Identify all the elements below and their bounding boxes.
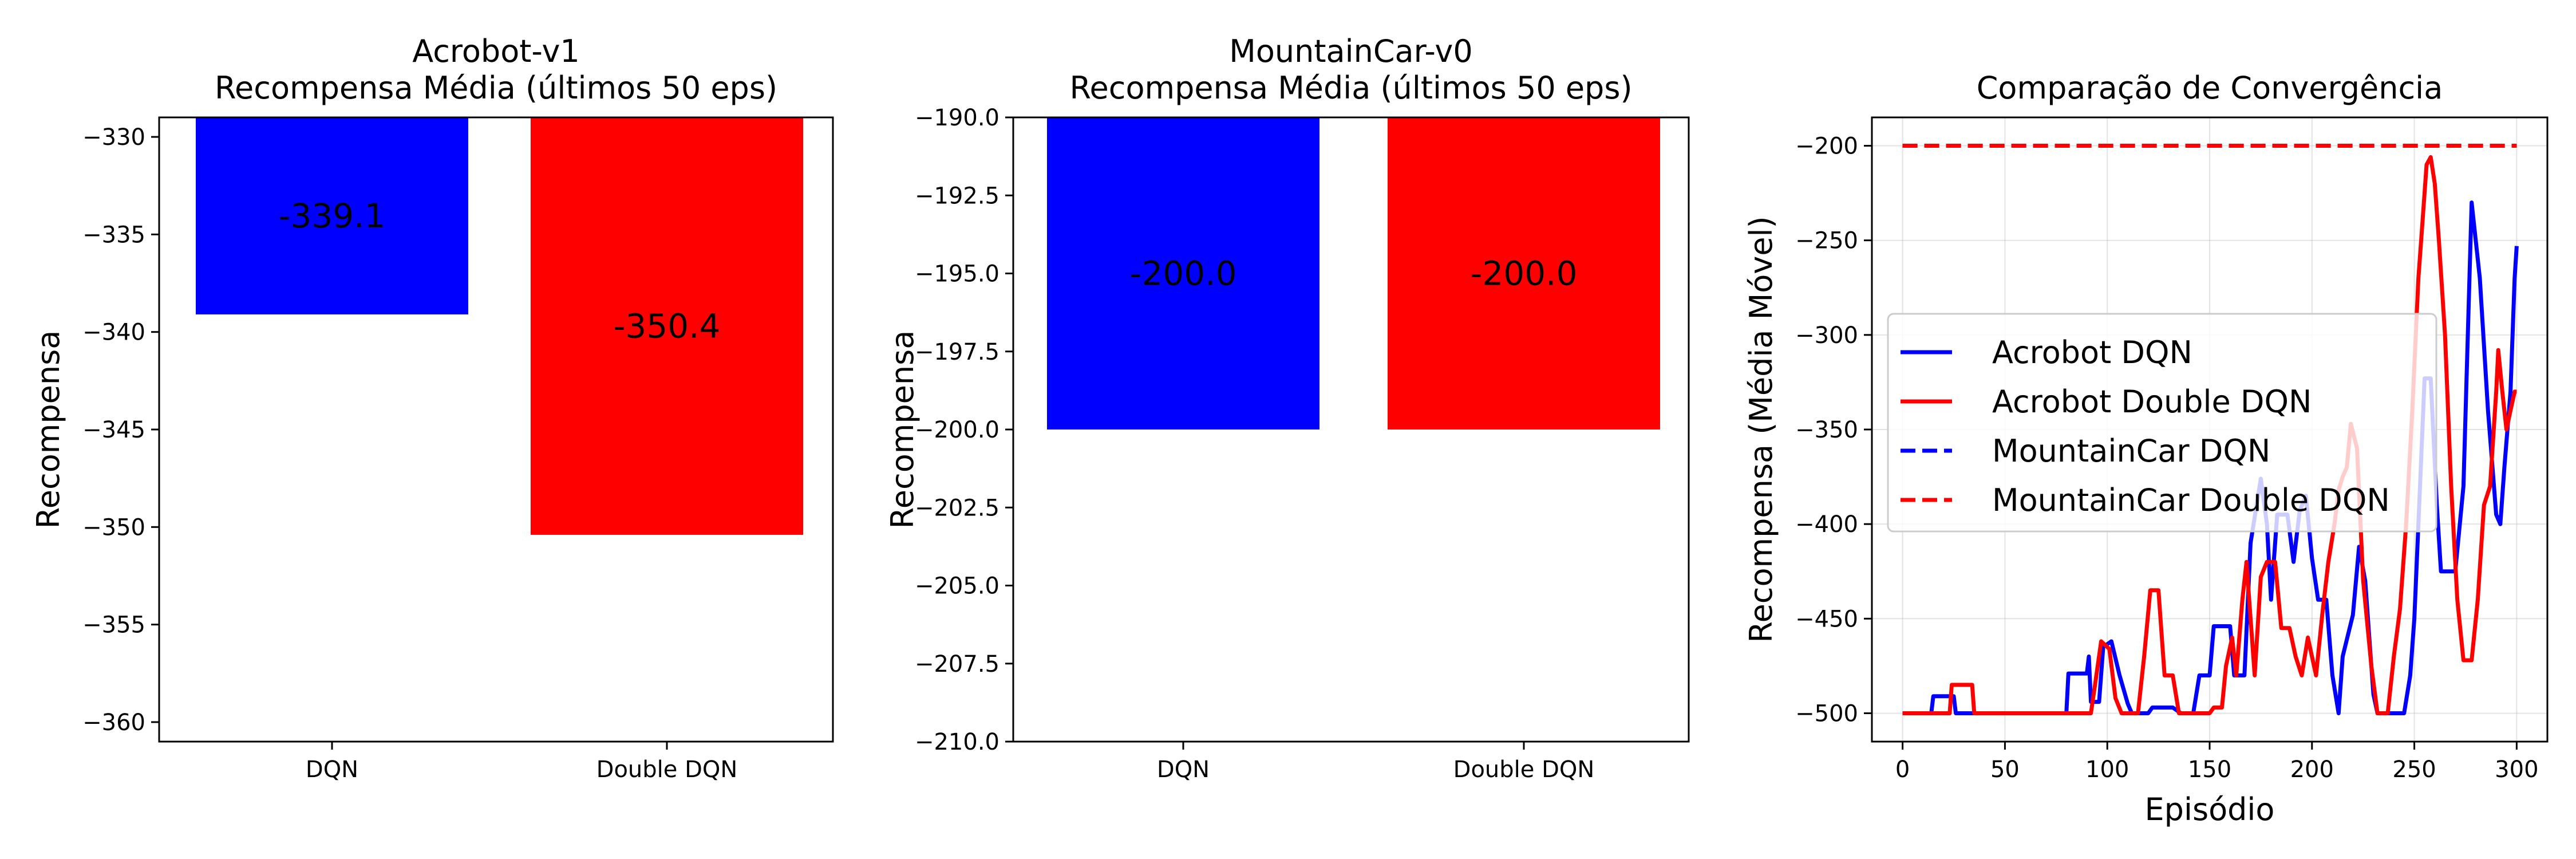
bar-value-label-1: -200.0 — [1471, 254, 1578, 293]
y-tick-label: −202.5 — [915, 495, 999, 521]
x-tick-label: 200 — [2290, 756, 2334, 783]
plot-frame — [158, 116, 834, 743]
x-tick-label: 0 — [1895, 756, 1910, 783]
x-tick-label: DQN — [1157, 756, 1210, 783]
y-tick-label: −192.5 — [915, 183, 999, 209]
y-tick-label: −195.0 — [915, 261, 999, 287]
y-axis-label: Recompensa — [30, 330, 66, 529]
y-tick-label: −250 — [1795, 228, 1858, 254]
x-axis-label: Episódio — [2145, 791, 2275, 828]
y-tick-label: −210.0 — [915, 729, 999, 755]
plot-frame — [1871, 116, 2549, 743]
bar-0 — [196, 117, 468, 315]
y-tick-label: −360 — [82, 710, 145, 736]
x-tick-label: 300 — [2495, 756, 2538, 783]
legend-label-2: MountainCar DQN — [1992, 433, 2270, 469]
bar-1 — [1388, 117, 1660, 430]
y-tick-label: −355 — [82, 612, 145, 639]
y-tick-label: −500 — [1795, 700, 1858, 727]
y-tick-label: −207.5 — [915, 651, 999, 677]
x-tick-label: 150 — [2188, 756, 2231, 783]
y-tick-label: −350 — [1795, 417, 1858, 443]
y-tick-label: −345 — [82, 417, 145, 443]
y-tick-label: −330 — [82, 124, 145, 151]
y-tick-label: −335 — [82, 222, 145, 248]
legend-box — [1887, 313, 2437, 533]
x-tick-label: Double DQN — [596, 756, 738, 783]
y-axis-label: Recompensa (Média Móvel) — [1743, 216, 1779, 643]
bar-0 — [1047, 117, 1319, 430]
series-line-1 — [1902, 155, 2517, 715]
x-tick-label: DQN — [306, 756, 358, 783]
chart-title-line2: Recompensa Média (últimos 50 eps) — [215, 70, 777, 106]
legend-label-0: Acrobot DQN — [1992, 334, 2192, 371]
chart-title-line2: Recompensa Média (últimos 50 eps) — [1069, 70, 1632, 106]
y-tick-label: −300 — [1795, 322, 1858, 349]
y-tick-label: −197.5 — [915, 339, 999, 365]
chart-title-line1: MountainCar-v0 — [1229, 33, 1472, 69]
y-tick-label: −340 — [82, 320, 145, 346]
plot-frame — [1012, 116, 1690, 743]
y-tick-label: −200 — [1795, 133, 1858, 160]
bar-value-label-0: -200.0 — [1130, 254, 1237, 293]
x-tick-label: 50 — [1990, 756, 2020, 783]
y-tick-label: −400 — [1795, 511, 1858, 538]
legend: Acrobot DQN Acrobot Double DQN MountainCar… — [1887, 313, 2437, 533]
bar-value-label-0: -339.1 — [279, 196, 386, 235]
legend-label-3: MountainCar Double DQN — [1992, 482, 2390, 518]
bar-1 — [531, 117, 803, 535]
bar-value-label-1: -350.4 — [614, 306, 721, 345]
legend-label-1: Acrobot Double DQN — [1992, 384, 2312, 420]
x-tick-label: 250 — [2392, 756, 2436, 783]
series-line-0 — [1902, 200, 2519, 715]
y-tick-label: −450 — [1795, 606, 1858, 632]
y-tick-label: −350 — [82, 514, 145, 541]
chart-title-line1: Acrobot-v1 — [412, 33, 580, 69]
chart-title: Comparação de Convergência — [1977, 70, 2443, 106]
y-tick-label: −190.0 — [915, 105, 999, 131]
x-tick-label: Double DQN — [1453, 756, 1595, 783]
y-tick-label: −200.0 — [915, 417, 999, 443]
x-tick-label: 100 — [2085, 756, 2129, 783]
convergence-line-panel: Comparação de Convergência Recompensa (Mé… — [1743, 70, 2549, 828]
y-tick-label: −205.0 — [915, 573, 999, 600]
y-axis-label: Recompensa — [884, 330, 920, 529]
